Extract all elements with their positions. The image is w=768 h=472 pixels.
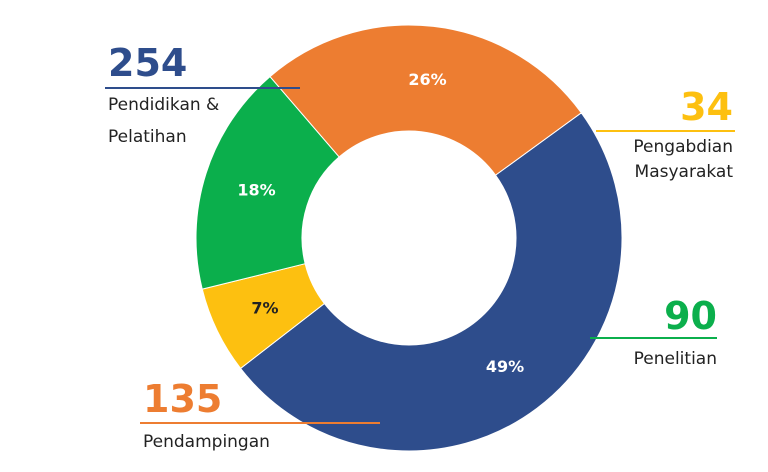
callout-value: 34 bbox=[680, 85, 733, 129]
percent-label-1: 7% bbox=[251, 299, 278, 318]
callout-0: 254 Pendidikan & Pelatihan bbox=[105, 41, 300, 147]
callout-label: Pendidikan & bbox=[108, 95, 219, 115]
slice-2 bbox=[195, 75, 340, 290]
callout-label: Pelatihan bbox=[108, 127, 187, 147]
percent-label-2: 18% bbox=[237, 180, 275, 199]
callout-label: Penelitian bbox=[634, 349, 717, 369]
callout-2: 90 Penelitian bbox=[590, 294, 717, 369]
callout-label: Pendampingan bbox=[143, 432, 270, 452]
slice-0 bbox=[239, 112, 623, 452]
callout-value: 90 bbox=[664, 294, 717, 338]
callout-label: Masyarakat bbox=[635, 162, 734, 182]
callouts: 254 Pendidikan & Pelatihan 34 Pengabdian Masy… bbox=[105, 41, 735, 452]
callout-label: Pengabdian bbox=[633, 137, 733, 157]
donut-slices bbox=[195, 24, 623, 452]
callout-3: 135 Pendampingan bbox=[140, 377, 380, 452]
callout-1: 34 Pengabdian Masyarakat bbox=[596, 85, 735, 182]
callout-value: 254 bbox=[108, 41, 187, 85]
callout-value: 135 bbox=[143, 377, 222, 421]
percent-label-0: 49% bbox=[486, 357, 524, 376]
percent-label-3: 26% bbox=[408, 70, 446, 89]
slice-3 bbox=[269, 24, 583, 176]
percent-labels: 49% 7% 18% 26% bbox=[237, 70, 524, 376]
